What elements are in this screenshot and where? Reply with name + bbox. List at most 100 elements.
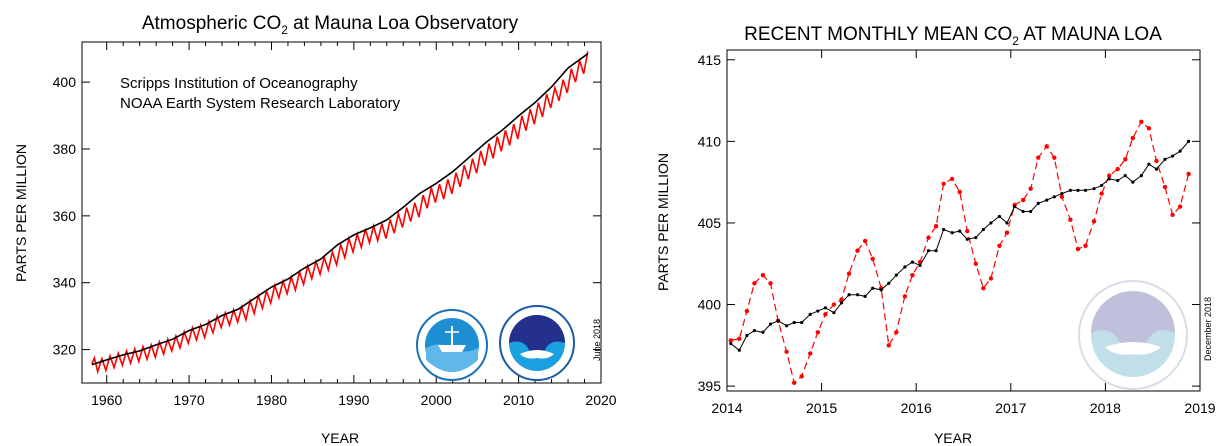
data-point — [926, 249, 931, 253]
data-point — [776, 319, 780, 323]
data-point — [1170, 212, 1175, 217]
x-tick-label: 2015 — [806, 400, 837, 416]
data-point — [791, 380, 797, 386]
data-point — [800, 320, 804, 325]
data-point — [761, 330, 765, 334]
data-point — [1076, 188, 1080, 192]
data-point — [1075, 246, 1081, 252]
data-point — [745, 333, 749, 338]
data-point — [1059, 194, 1065, 200]
data-point — [941, 181, 946, 186]
data-point — [823, 306, 827, 310]
chart-left-title: Atmospheric CO2 at Mauna Loa Observatory — [142, 13, 519, 37]
chart-left-xlabel: YEAR — [321, 430, 359, 446]
data-point — [958, 229, 962, 233]
scripps-logo — [416, 309, 488, 381]
chart-right: RECENT MONTHLY MEAN CO2 AT MAUNA LOA 201… — [655, 24, 1216, 446]
data-point — [1163, 157, 1167, 161]
chart-right-xlabel: YEAR — [934, 430, 972, 446]
data-point — [1012, 205, 1017, 209]
chart-right-title: RECENT MONTHLY MEAN CO2 AT MAUNA LOA — [744, 24, 1162, 48]
y-tick-label: 410 — [698, 133, 722, 149]
data-point — [973, 261, 978, 266]
data-point — [910, 260, 915, 264]
data-point — [989, 221, 993, 225]
y-tick-label: 415 — [698, 52, 722, 68]
data-point — [903, 265, 907, 269]
data-point — [1147, 162, 1151, 166]
chart-right-ylabel: PARTS PER MILLION — [655, 153, 671, 291]
x-tick-label: 2018 — [1090, 400, 1121, 416]
data-point — [752, 329, 757, 333]
x-tick-label: 2010 — [503, 392, 534, 408]
data-point — [887, 281, 891, 285]
chart-left-date-stamp: June 2018 — [592, 319, 602, 361]
chart-left-ticks: 1960 1970 1980 1990 2000 2010 2020 320 340 360 380… — [53, 42, 617, 408]
y-tick-label: 400 — [53, 74, 77, 90]
data-point — [910, 272, 915, 278]
data-point — [894, 330, 899, 335]
x-tick-label: 2000 — [421, 392, 452, 408]
chart-right-ticks: 2014 2015 2016 2017 2018 2019 395 400 405 410 415 — [698, 50, 1216, 416]
data-point — [1052, 155, 1057, 160]
data-point — [1154, 158, 1159, 164]
series-a-line — [91, 51, 589, 375]
data-point — [808, 351, 813, 356]
x-tick-label: 2017 — [995, 400, 1026, 416]
data-point — [1177, 204, 1183, 209]
data-point — [1139, 119, 1144, 124]
y-tick-label: 395 — [698, 378, 722, 394]
data-point — [831, 302, 837, 307]
data-point — [1154, 167, 1159, 171]
data-point — [957, 189, 962, 195]
data-point — [965, 237, 969, 241]
y-tick-label: 405 — [698, 215, 722, 231]
data-point — [1170, 154, 1175, 158]
data-point — [752, 281, 757, 286]
data-point — [950, 231, 954, 235]
data-point — [1052, 195, 1056, 199]
x-tick-label: 1970 — [174, 392, 205, 408]
data-point — [1186, 171, 1191, 177]
data-point — [942, 227, 946, 232]
data-point — [1099, 191, 1104, 196]
data-point — [823, 312, 828, 317]
data-point — [1083, 188, 1088, 192]
data-point — [744, 308, 750, 314]
data-point — [1036, 155, 1041, 160]
data-point — [1107, 177, 1111, 181]
noaa-logo-left — [499, 305, 575, 381]
data-point — [862, 238, 868, 244]
data-point — [1005, 221, 1009, 225]
data-point — [768, 281, 773, 286]
data-point — [1021, 209, 1025, 214]
data-point — [1123, 157, 1128, 162]
data-point — [760, 272, 766, 278]
data-point — [1139, 174, 1143, 178]
data-point — [1130, 135, 1136, 141]
data-point — [863, 294, 867, 298]
data-point — [886, 343, 891, 348]
chart-left-series — [91, 51, 589, 375]
data-point — [808, 312, 812, 316]
data-point — [1092, 187, 1096, 191]
series-a-line — [730, 120, 1190, 384]
data-point — [1045, 198, 1049, 202]
data-point — [799, 374, 804, 379]
data-point — [1083, 243, 1088, 248]
data-point — [815, 330, 821, 335]
chart-left-annotation-1: Scripps Institution of Oceanography — [120, 75, 358, 92]
data-point — [1036, 201, 1040, 205]
data-point — [997, 214, 1002, 219]
data-point — [981, 227, 985, 232]
data-point — [1100, 183, 1104, 188]
data-point — [879, 288, 883, 292]
x-tick-label: 1960 — [91, 392, 122, 408]
data-point — [1028, 186, 1033, 191]
data-point — [784, 324, 789, 328]
data-point — [1106, 173, 1112, 178]
data-point — [768, 322, 773, 326]
data-point — [1044, 144, 1049, 149]
data-point — [926, 235, 931, 240]
data-point — [918, 263, 922, 267]
